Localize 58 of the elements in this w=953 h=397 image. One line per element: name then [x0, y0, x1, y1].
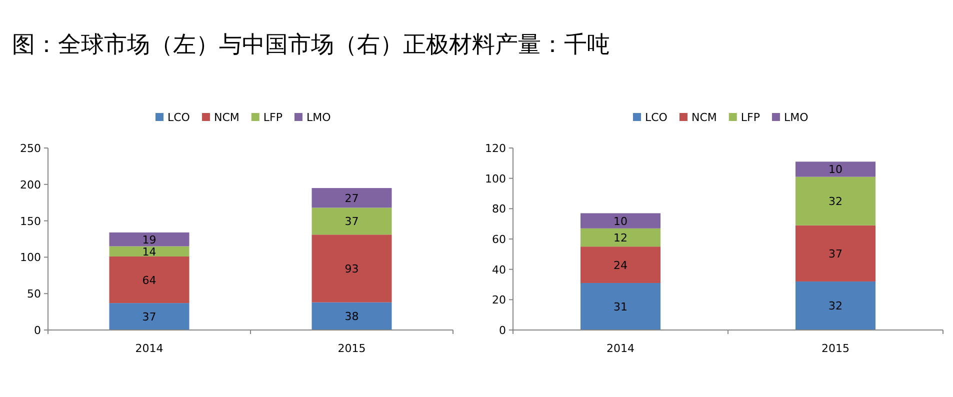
data-label: 14: [142, 245, 156, 258]
data-label: 37: [344, 215, 359, 228]
bar: [109, 246, 190, 256]
bar: [796, 162, 876, 177]
data-label: 93: [344, 262, 359, 276]
y-tick-label: 0: [499, 324, 506, 337]
bar: [580, 282, 660, 330]
data-label: 32: [828, 195, 842, 208]
legend-label: LCO: [168, 111, 190, 124]
data-label: 12: [614, 231, 628, 244]
data-label: 19: [142, 233, 156, 246]
data-label: 24: [614, 258, 628, 272]
bar: [796, 176, 876, 226]
x-tick-label: 2015: [822, 342, 850, 355]
bar: [580, 213, 660, 228]
bar: [109, 232, 190, 246]
data-label: 38: [344, 310, 359, 324]
data-label: 64: [142, 274, 156, 287]
data-label: 37: [142, 310, 156, 324]
bar: [109, 303, 190, 330]
legend-label: NCM: [691, 111, 717, 124]
y-tick-label: 60: [492, 233, 506, 246]
bar: [109, 256, 190, 304]
bar: [580, 246, 660, 283]
chart-title: 图：全球市场（左）与中国市场（右）正极材料产量：千吨: [12, 32, 610, 58]
y-tick-label: 80: [492, 202, 506, 216]
x-tick-label: 2014: [135, 342, 164, 355]
y-tick-label: 100: [485, 172, 506, 186]
legend-label: LFP: [740, 111, 760, 124]
bar: [580, 228, 660, 247]
data-label: 27: [344, 192, 359, 205]
x-tick-label: 2014: [606, 342, 634, 355]
y-tick-label: 50: [27, 288, 41, 301]
data-label: 37: [828, 247, 842, 260]
bar: [312, 188, 392, 208]
y-tick-label: 0: [34, 324, 41, 337]
x-tick-label: 2015: [338, 342, 366, 355]
data-label: 32: [828, 300, 842, 313]
legend-label: LCO: [645, 111, 668, 124]
y-tick-label: 40: [492, 263, 506, 276]
y-tick-label: 20: [492, 294, 506, 307]
y-tick-label: 250: [20, 142, 41, 155]
legend-label: LFP: [263, 111, 283, 124]
bar: [796, 225, 876, 282]
data-label: 31: [614, 300, 628, 314]
y-tick-label: 120: [485, 142, 506, 155]
bar: [312, 302, 392, 330]
data-label: 10: [828, 163, 842, 176]
bar: [312, 208, 392, 235]
bar: [796, 281, 876, 330]
legend-label: NCM: [214, 111, 240, 124]
data-label: 10: [614, 214, 628, 228]
legend-label: LMO: [306, 111, 332, 124]
y-tick-label: 100: [20, 251, 41, 264]
y-tick-label: 150: [20, 214, 41, 228]
y-tick-label: 200: [20, 178, 41, 192]
legend-label: LMO: [784, 111, 809, 124]
bar: [312, 234, 392, 302]
